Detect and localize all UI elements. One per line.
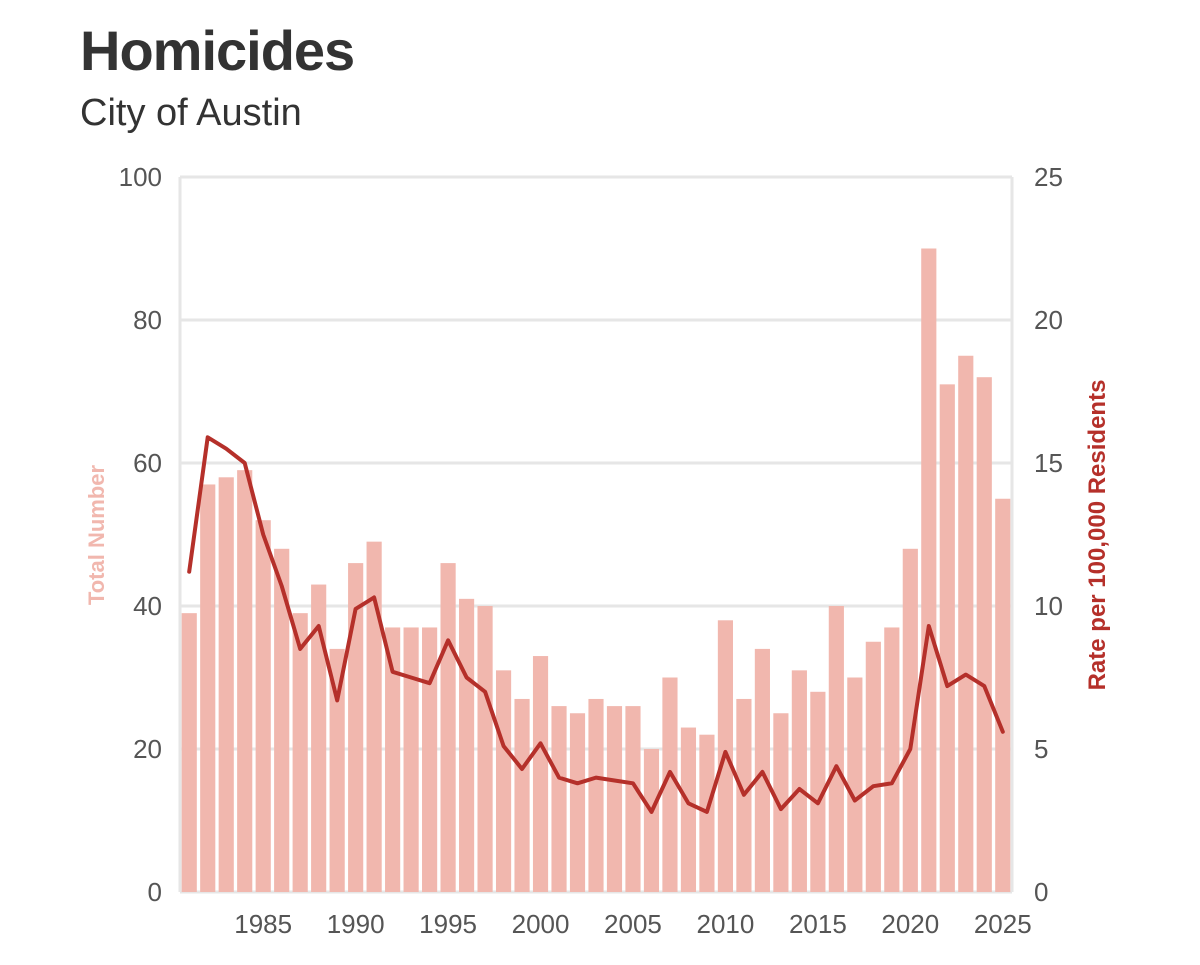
bar-1990 — [348, 563, 364, 892]
bar-1985 — [255, 520, 271, 892]
bar-series — [181, 248, 1011, 892]
bar-2001 — [551, 706, 567, 892]
bar-1994 — [422, 627, 438, 892]
y-left-tick-label: 20 — [133, 734, 162, 764]
y-right-tick-label: 10 — [1034, 591, 1063, 621]
x-tick-label: 2015 — [789, 909, 847, 939]
chart-title: Homicides — [80, 19, 355, 82]
y-left-tick-label: 60 — [133, 448, 162, 478]
bar-1982 — [200, 484, 216, 892]
bar-2022 — [939, 384, 955, 892]
bar-2018 — [865, 641, 881, 892]
y-right-tick-label: 15 — [1034, 448, 1063, 478]
y-right-tick-label: 25 — [1034, 162, 1063, 192]
bar-1992 — [385, 627, 401, 892]
y-right-tick-label: 5 — [1034, 734, 1048, 764]
bar-2024 — [976, 377, 992, 892]
bar-1984 — [237, 470, 253, 892]
y-right-axis-title: Rate per 100,000 Residents — [1084, 380, 1111, 691]
bar-1987 — [292, 613, 308, 892]
bar-1998 — [495, 670, 512, 892]
bar-2013 — [773, 713, 789, 892]
bar-2023 — [958, 355, 974, 892]
bar-1983 — [218, 477, 234, 892]
x-tick-label: 2005 — [604, 909, 662, 939]
bar-2007 — [662, 677, 678, 892]
bar-2003 — [588, 698, 604, 892]
y-right-tick-label: 0 — [1034, 877, 1048, 907]
bar-2020 — [902, 548, 918, 892]
bar-1986 — [274, 548, 290, 892]
y-left-tick-label: 40 — [133, 591, 162, 621]
y-left-axis-title: Total Number — [84, 464, 109, 605]
bar-1995 — [440, 563, 456, 892]
line-series — [187, 435, 1005, 814]
x-tick-label: 1995 — [419, 909, 477, 939]
x-tick-label: 2025 — [974, 909, 1032, 939]
bar-2004 — [606, 706, 623, 892]
bar-1988 — [311, 584, 327, 892]
bar-1996 — [458, 598, 475, 892]
y-left-tick-label: 80 — [133, 305, 162, 335]
bar-2014 — [791, 670, 807, 892]
bar-2000 — [532, 656, 549, 892]
bar-2019 — [884, 627, 900, 892]
x-tick-label: 2010 — [697, 909, 755, 939]
y-right-tick-label: 20 — [1034, 305, 1063, 335]
bar-2025 — [995, 498, 1011, 892]
bar-1991 — [366, 541, 382, 892]
bar-1993 — [403, 627, 419, 892]
bar-1989 — [329, 648, 345, 892]
chart-subtitle: City of Austin — [80, 92, 302, 134]
bar-2016 — [828, 606, 844, 892]
y-left-tick-label: 0 — [148, 877, 162, 907]
bar-1997 — [477, 606, 493, 892]
bar-2015 — [810, 691, 826, 892]
bar-1981 — [181, 613, 197, 892]
rate-line — [187, 435, 1005, 814]
bar-2008 — [680, 727, 697, 892]
y-left-tick-label: 100 — [119, 162, 162, 192]
bar-2021 — [921, 248, 937, 892]
x-tick-label: 2000 — [512, 909, 570, 939]
bar-1999 — [514, 698, 530, 892]
bar-2006 — [643, 749, 660, 892]
bar-2017 — [847, 677, 863, 892]
x-tick-label: 2020 — [881, 909, 939, 939]
bar-2005 — [625, 706, 641, 892]
bar-2002 — [569, 713, 586, 892]
x-tick-label: 1990 — [327, 909, 385, 939]
x-tick-label: 1985 — [234, 909, 292, 939]
